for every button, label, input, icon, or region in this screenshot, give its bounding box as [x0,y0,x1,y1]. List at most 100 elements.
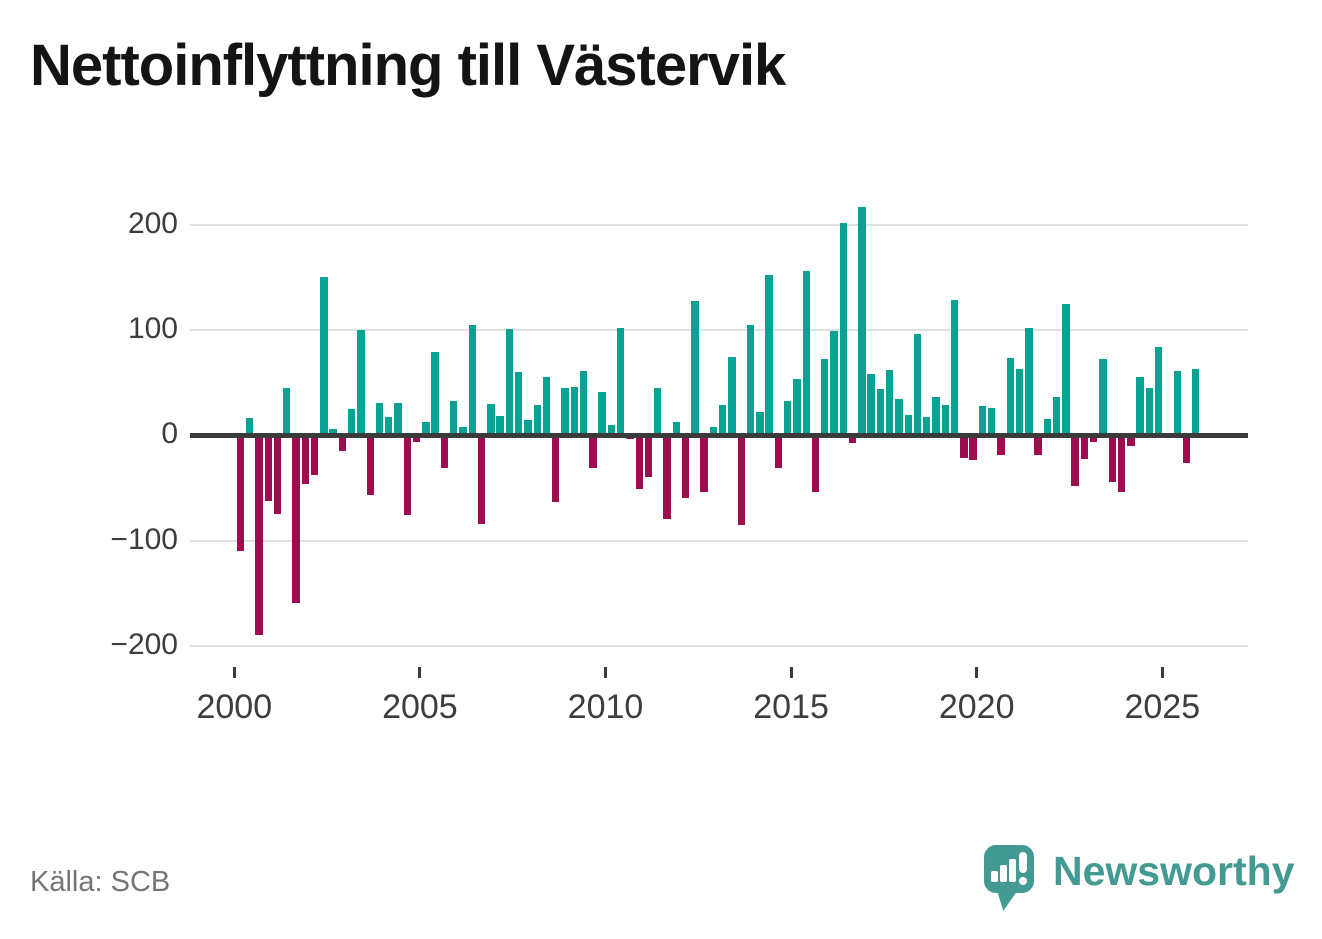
bar-2005-Q3 [440,435,449,468]
bar-2020-Q1 [978,405,987,436]
bar-2006-Q3 [477,435,486,524]
bar-2024-Q3 [1145,387,1154,436]
bar-2020-Q4 [1006,358,1014,436]
bar-2024-Q4 [1154,346,1163,436]
bar-2015-Q1 [793,379,801,436]
bar-2015-Q3 [811,435,820,493]
bar-2021-Q3 [1034,435,1042,456]
bar-2010-Q4 [635,435,643,489]
bar-2025-Q3 [1182,435,1191,463]
bar-2005-Q4 [450,401,458,436]
logo-exclamation-stem [1019,852,1027,873]
bar-2012-Q3 [700,435,708,493]
bar-2000-Q2 [245,418,254,436]
logo-mini-bar-3 [1009,859,1016,882]
bar-2003-Q1 [348,408,356,436]
bar-2004-Q4 [412,435,421,442]
bar-2016-Q4 [858,206,866,436]
bar-2011-Q2 [654,387,662,436]
bar-2018-Q4 [932,397,940,436]
x-axis-label-2025: 2025 [1124,688,1201,726]
bar-2012-Q1 [681,435,690,499]
x-tick-2020 [975,667,979,678]
bar-2008-Q2 [542,377,551,436]
bar-2019-Q2 [950,300,959,436]
x-axis-zero-line [190,432,1248,438]
bar-2016-Q3 [848,435,857,443]
bar-2002-Q3 [329,428,337,436]
bar-2015-Q2 [802,270,810,436]
bar-2000-Q4 [264,435,272,501]
bar-2001-Q3 [292,435,300,603]
bar-2003-Q3 [366,435,374,496]
x-tick-2025 [1160,667,1164,678]
bar-2002-Q2 [320,277,328,436]
bar-2017-Q4 [895,399,903,436]
x-tick-2015 [789,667,793,678]
bar-2004-Q3 [403,435,412,516]
bar-2000-Q3 [255,435,263,636]
bar-2025-Q2 [1173,370,1181,436]
logo-exclamation-dot [1019,877,1027,885]
bar-2009-Q1 [570,386,578,436]
bar-2016-Q1 [830,330,838,436]
bar-2019-Q4 [969,435,977,461]
bar-2001-Q2 [283,387,291,436]
bar-2001-Q4 [301,435,310,484]
bar-2015-Q4 [821,359,829,436]
bar-2006-Q4 [487,403,495,436]
bar-2008-Q3 [552,435,560,502]
bar-2013-Q4 [746,324,755,436]
bar-2023-Q1 [1090,435,1098,442]
bar-2014-Q3 [774,435,783,468]
bar-2018-Q2 [913,334,922,436]
y-axis-label-−100: −100 [110,522,178,556]
bar-2024-Q2 [1136,377,1144,436]
bar-2017-Q3 [885,369,894,436]
bar-2011-Q3 [663,435,671,520]
bar-2011-Q1 [644,435,653,478]
bar-2018-Q3 [923,417,931,436]
bar-2022-Q3 [1071,435,1079,486]
bar-2009-Q4 [598,392,606,436]
bar-2005-Q2 [431,351,439,436]
bar-2017-Q2 [876,388,885,436]
gridline-−200 [190,644,1248,647]
bar-2009-Q3 [589,435,597,468]
bar-2002-Q4 [338,435,347,451]
bar-2021-Q2 [1025,327,1033,436]
bar-2017-Q1 [867,374,875,436]
bar-2006-Q1 [459,426,467,436]
logo-mini-bar-1 [991,871,998,882]
newsworthy-logo: Newsworthy [984,845,1295,911]
bar-2013-Q1 [719,404,727,436]
bar-2024-Q1 [1127,435,1135,446]
bar-2011-Q4 [672,421,681,436]
gridline-100 [190,328,1248,331]
bar-2012-Q2 [691,301,699,436]
gridline-−100 [190,539,1248,542]
bar-2012-Q4 [709,426,718,436]
x-axis-label-2020: 2020 [938,688,1015,726]
bar-2008-Q1 [533,404,541,436]
x-axis-label-2015: 2015 [753,688,829,726]
bar-2019-Q1 [941,404,950,436]
bar-2023-Q4 [1117,435,1126,493]
x-tick-2010 [604,667,607,678]
newsworthy-logo-text: Newsworthy [1053,848,1295,894]
bar-2003-Q4 [375,402,384,436]
bar-2023-Q2 [1099,359,1107,436]
bar-2022-Q4 [1080,435,1089,460]
bar-2019-Q3 [960,435,968,459]
bar-2010-Q2 [616,327,625,436]
bar-2010-Q1 [607,424,616,436]
y-axis-label-0: 0 [161,417,178,451]
bar-2004-Q1 [385,417,393,436]
bar-2002-Q1 [310,435,319,476]
bar-2021-Q4 [1043,419,1052,436]
bar-2009-Q2 [579,370,588,436]
bar-2022-Q2 [1062,303,1070,436]
bar-2013-Q3 [737,435,745,525]
